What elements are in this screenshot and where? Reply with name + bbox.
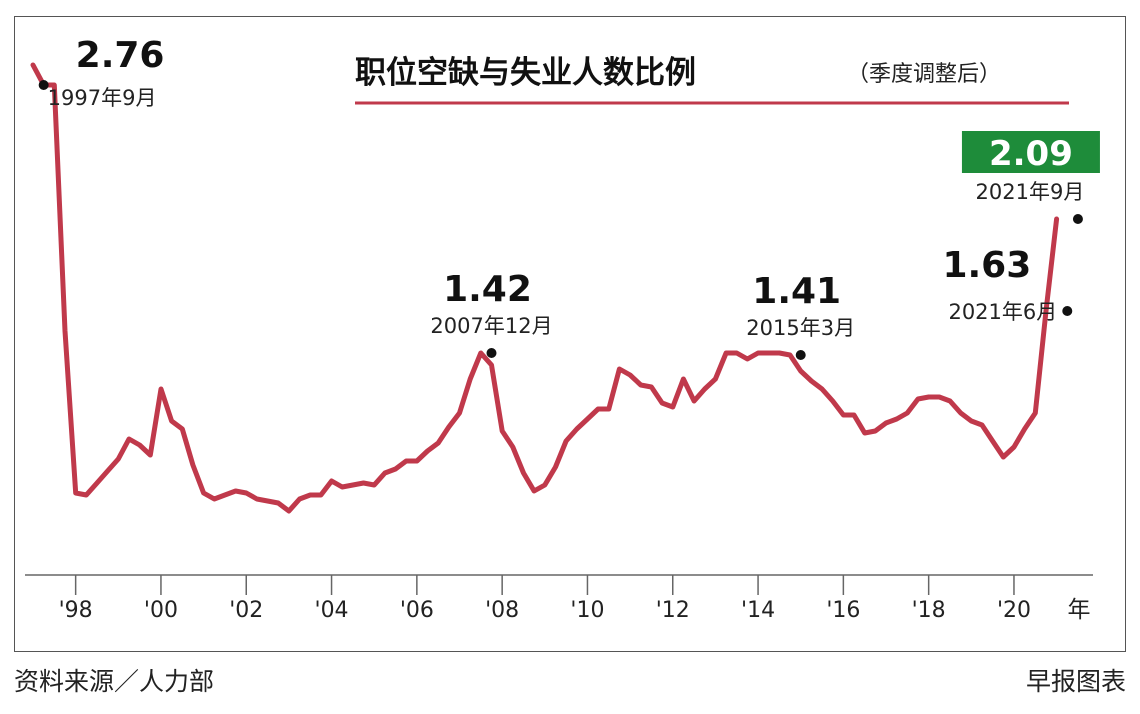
series-line-0	[30, 62, 1060, 514]
x-tick-label: '10	[570, 598, 604, 623]
highlight-box-point-2021-09	[961, 131, 1100, 173]
x-tick-label: '18	[912, 598, 946, 623]
x-tick-label: '08	[485, 598, 519, 623]
date-label-peak-1997: 1997年9月	[48, 86, 157, 110]
date-label-peak-2015: 2015年3月	[746, 316, 855, 340]
x-tick-label: '02	[229, 598, 263, 623]
value-label-peak-2015: 1.41	[752, 271, 841, 312]
x-tick-label: '06	[400, 598, 434, 623]
x-tick-label: '12	[656, 598, 690, 623]
credit-text: 早报图表	[1025, 667, 1126, 696]
point-peak-2015	[795, 350, 806, 360]
value-label-point-2021-09: 2.09	[989, 134, 1073, 174]
value-label-peak-1997: 2.76	[76, 35, 165, 76]
chart-subtitle: （季度调整后）	[847, 62, 1001, 87]
credit-note: 早报图表	[1026, 662, 1126, 698]
value-label-point-2021-06: 1.63	[942, 245, 1031, 286]
chart-title: 职位空缺与失业人数比例	[355, 55, 696, 91]
value-label-peak-2007: 1.42	[443, 269, 532, 310]
chart-frame: 职位空缺与失业人数比例 （季度调整后） '98 '00 '02 '04 '06 '08 '10 '…	[14, 16, 1126, 652]
x-tick-label: '16	[826, 598, 860, 623]
x-tick-label: '04	[315, 598, 349, 623]
point-point-2021-09	[1072, 214, 1083, 224]
x-tick-label: '14	[741, 598, 775, 623]
date-label-peak-2007: 2007年12月	[430, 314, 552, 338]
x-tick-label: '98	[59, 598, 93, 623]
x-axis-unit: 年	[1068, 597, 1091, 623]
point-point-2021-06	[1062, 306, 1073, 316]
date-label-point-2021-06: 2021年6月	[948, 300, 1057, 324]
x-tick-label: '20	[997, 598, 1031, 623]
source-note: 资料来源／人力部	[14, 667, 215, 696]
x-tick-label: '00	[144, 598, 178, 623]
date-label-point-2021-09: 2021年9月	[976, 180, 1085, 204]
point-peak-2007	[486, 348, 497, 358]
line-chart: 职位空缺与失业人数比例 （季度调整后） '98 '00 '02 '04 '06 '08 '10 '…	[25, 35, 1100, 623]
point-peak-1997	[38, 80, 49, 90]
